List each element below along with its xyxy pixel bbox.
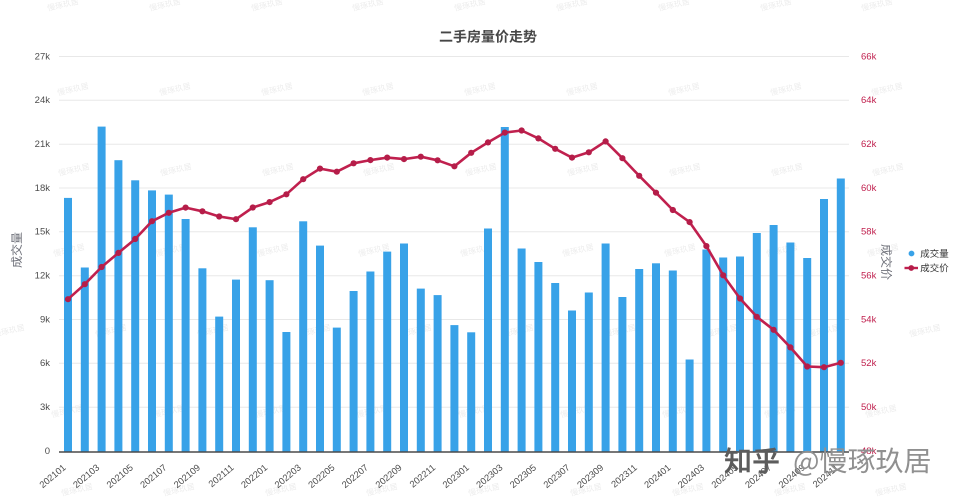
svg-text:58k: 58k (861, 227, 877, 238)
svg-text:9k: 9k (40, 314, 50, 325)
svg-text:54k: 54k (861, 314, 877, 325)
svg-text:12k: 12k (35, 271, 51, 282)
svg-text:15k: 15k (35, 227, 51, 238)
svg-text:56k: 56k (861, 271, 877, 282)
svg-text:0: 0 (45, 446, 50, 457)
svg-text:24k: 24k (35, 95, 51, 106)
svg-text:27k: 27k (35, 51, 51, 62)
svg-text:52k: 52k (861, 358, 877, 369)
svg-text:3k: 3k (40, 402, 50, 413)
svg-text:64k: 64k (861, 95, 877, 106)
svg-text:18k: 18k (35, 183, 51, 194)
svg-text:21k: 21k (35, 139, 51, 150)
svg-text:66k: 66k (861, 51, 877, 62)
svg-text:6k: 6k (40, 358, 50, 369)
svg-text:62k: 62k (861, 139, 877, 150)
svg-text:50k: 50k (861, 402, 877, 413)
svg-text:60k: 60k (861, 183, 877, 194)
